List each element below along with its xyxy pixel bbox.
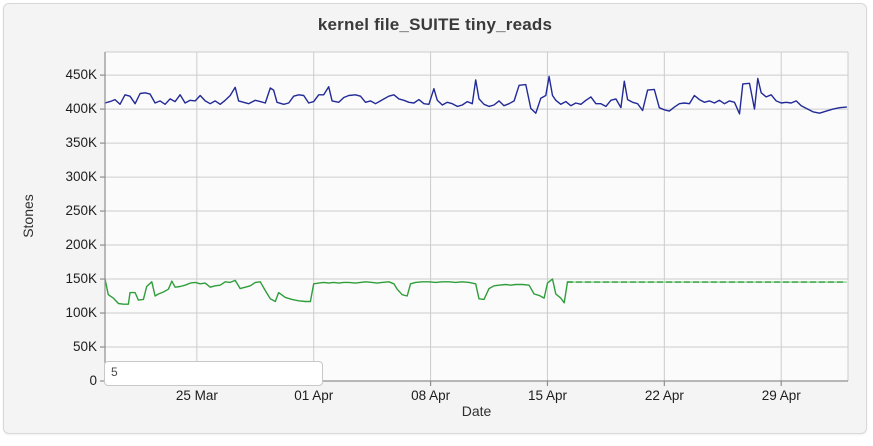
y-tick-label: 250K: [65, 203, 97, 219]
plot-area: [105, 52, 848, 381]
y-tick-label: 350K: [65, 135, 97, 151]
chart-title: kernel file_SUITE tiny_reads: [317, 15, 553, 34]
x-tick-label: 08 Apr: [411, 388, 451, 403]
x-axis-title: Date: [461, 403, 492, 419]
y-tick-label: 400K: [65, 101, 97, 117]
x-tick-label: 29 Apr: [761, 388, 801, 403]
blue-series-line: [104, 75, 847, 115]
x-tick-label: 15 Apr: [527, 388, 567, 403]
x-tick-label: 01 Apr: [294, 388, 334, 403]
x-tick-label: 22 Apr: [644, 388, 684, 403]
y-axis-title: Stones: [20, 194, 36, 238]
y-tick-label: 100K: [65, 305, 97, 321]
x-tick-label: 25 Mar: [175, 388, 218, 403]
green-series-line: [104, 278, 574, 305]
y-tick-label: 300K: [65, 169, 97, 185]
y-tick-label: 450K: [65, 67, 97, 83]
y-tick-label: 0: [89, 373, 97, 388]
y-tick-label: 150K: [65, 271, 97, 287]
chart-overlay-input[interactable]: 5: [104, 361, 323, 386]
y-tick-label: 200K: [65, 237, 97, 253]
y-tick-label: 50K: [72, 339, 97, 354]
